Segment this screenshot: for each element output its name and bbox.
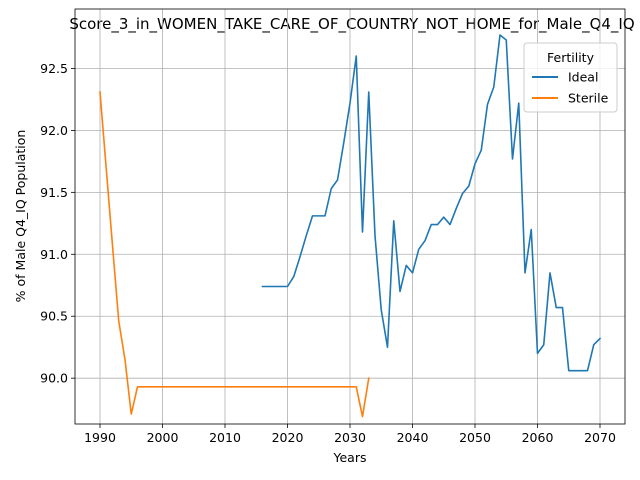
x-tick-label: 2070 xyxy=(584,430,616,445)
x-tick-label: 2050 xyxy=(459,430,491,445)
y-tick-label: 90.5 xyxy=(40,309,68,324)
chart-title: Score_3_in_WOMEN_TAKE_CARE_OF_COUNTRY_NO… xyxy=(69,15,634,34)
x-axis-label: Years xyxy=(333,450,367,465)
series-layer xyxy=(99,34,602,418)
y-tick-label: 90.0 xyxy=(40,371,68,386)
legend: Fertility Ideal Sterile xyxy=(523,42,618,113)
y-axis-label: % of Male Q4_IQ Population xyxy=(13,130,28,303)
x-tick-label: 2060 xyxy=(522,430,554,445)
y-tick-label: 92.0 xyxy=(40,123,68,138)
y-tick-label: 91.0 xyxy=(40,247,68,262)
x-tick-label: 2020 xyxy=(272,430,304,445)
x-tick-label: 2000 xyxy=(147,430,179,445)
legend-label-ideal: Ideal xyxy=(568,70,598,85)
x-tick-label: 1990 xyxy=(84,430,116,445)
series-line-sterile xyxy=(99,91,370,418)
y-tick-label: 91.5 xyxy=(40,185,68,200)
y-tick-label: 92.5 xyxy=(40,61,68,76)
grid xyxy=(75,9,625,424)
series-line-ideal xyxy=(261,34,602,372)
x-tick-label: 2040 xyxy=(397,430,429,445)
y-axis: 90.0 90.5 91.0 91.5 92.0 92.5 xyxy=(40,61,75,386)
x-tick-label: 2030 xyxy=(334,430,366,445)
x-axis: 1990 2000 2010 2020 2030 2040 2050 2060 2070 xyxy=(84,424,616,445)
legend-title: Fertility xyxy=(547,50,595,65)
x-tick-label: 2010 xyxy=(209,430,241,445)
legend-box xyxy=(523,42,618,113)
legend-label-sterile: Sterile xyxy=(568,91,609,106)
